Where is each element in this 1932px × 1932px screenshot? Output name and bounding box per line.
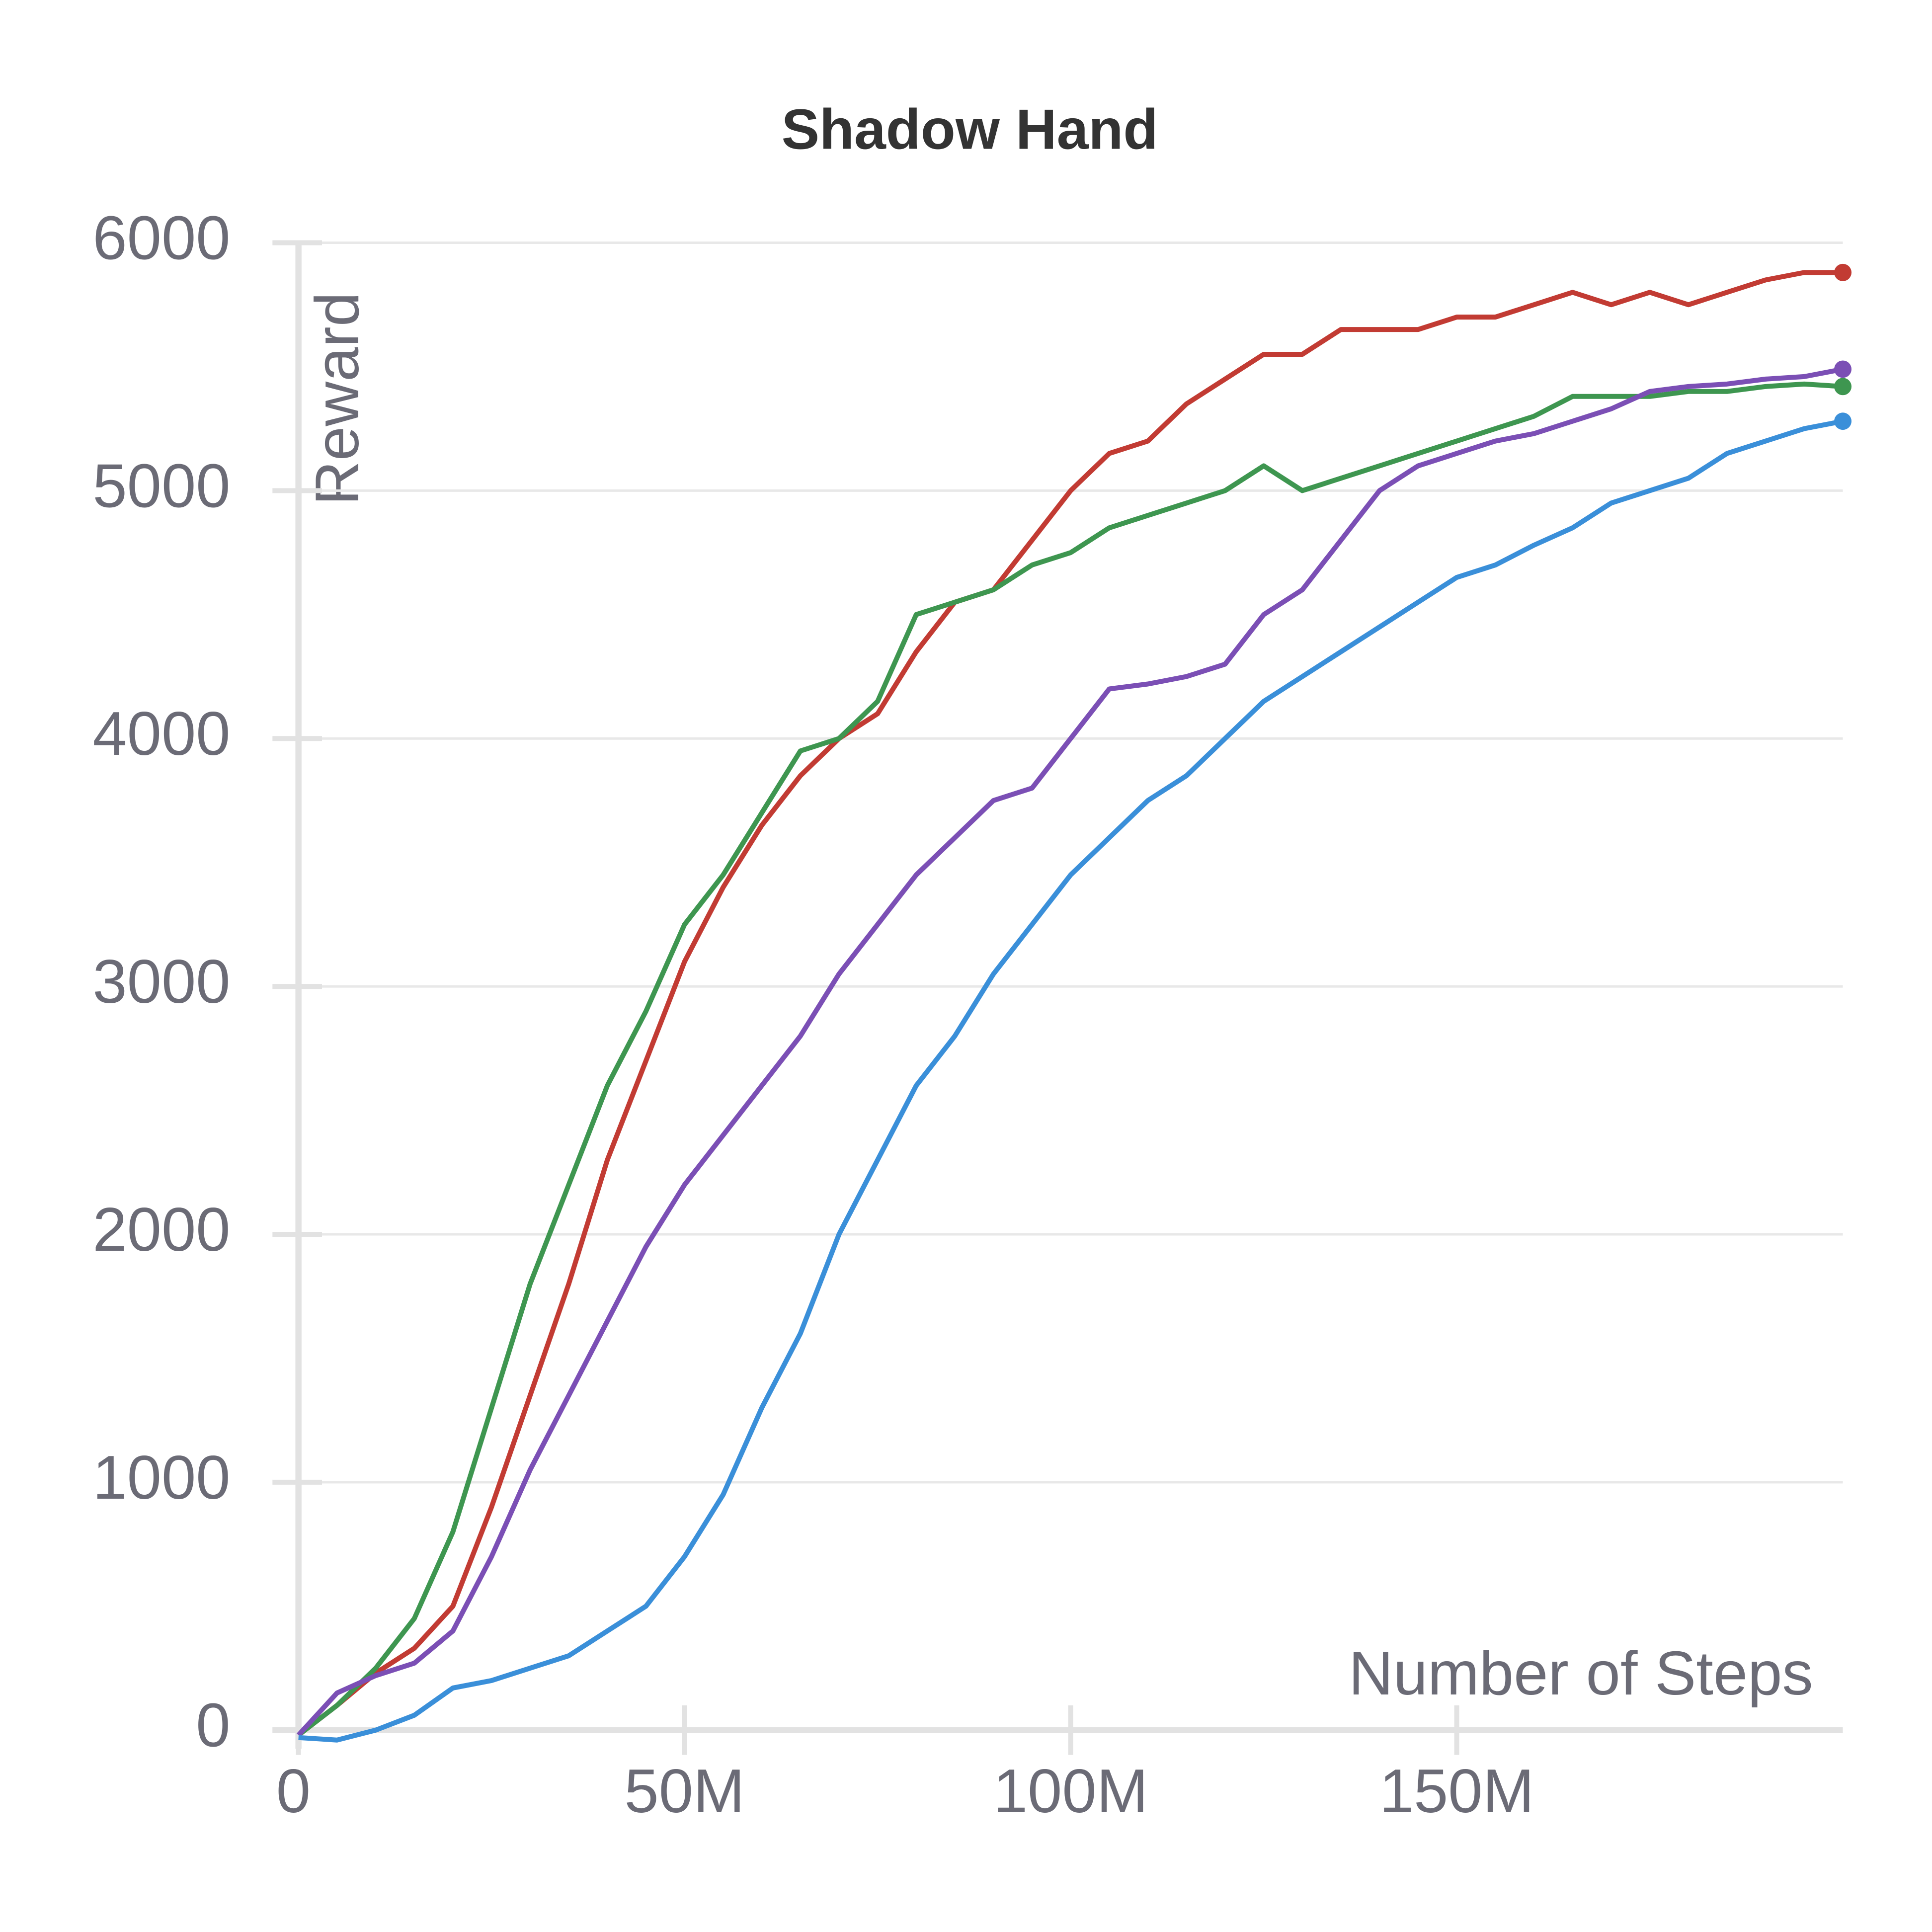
x-tick-label: 150M xyxy=(1379,1757,1534,1826)
y-tick-label: 2000 xyxy=(92,1195,230,1264)
y-tick-label: 3000 xyxy=(92,947,230,1016)
y-tick-label: 4000 xyxy=(92,699,230,768)
end-point xyxy=(1834,378,1852,396)
x-tick-label: 0 xyxy=(276,1757,311,1826)
y-tick-label: 1000 xyxy=(92,1443,230,1512)
y-tick-label: 6000 xyxy=(92,203,230,272)
end-point xyxy=(1834,360,1852,378)
series-line xyxy=(296,367,1844,1737)
x-tick-label: 100M xyxy=(993,1757,1148,1826)
y-tick-label: 0 xyxy=(196,1691,230,1760)
chart-title: Shadow Hand xyxy=(782,97,1158,161)
y-tick-label: 5000 xyxy=(92,451,230,520)
end-point xyxy=(1834,263,1852,281)
x-tick-label: 50M xyxy=(624,1757,744,1826)
series-line xyxy=(297,381,1843,1737)
end-point xyxy=(1834,412,1852,430)
y-axis-label: Reward xyxy=(303,292,372,505)
x-axis-label: Number of Steps xyxy=(1349,1639,1813,1708)
series-line xyxy=(298,418,1844,1743)
series-line xyxy=(297,270,1843,1737)
